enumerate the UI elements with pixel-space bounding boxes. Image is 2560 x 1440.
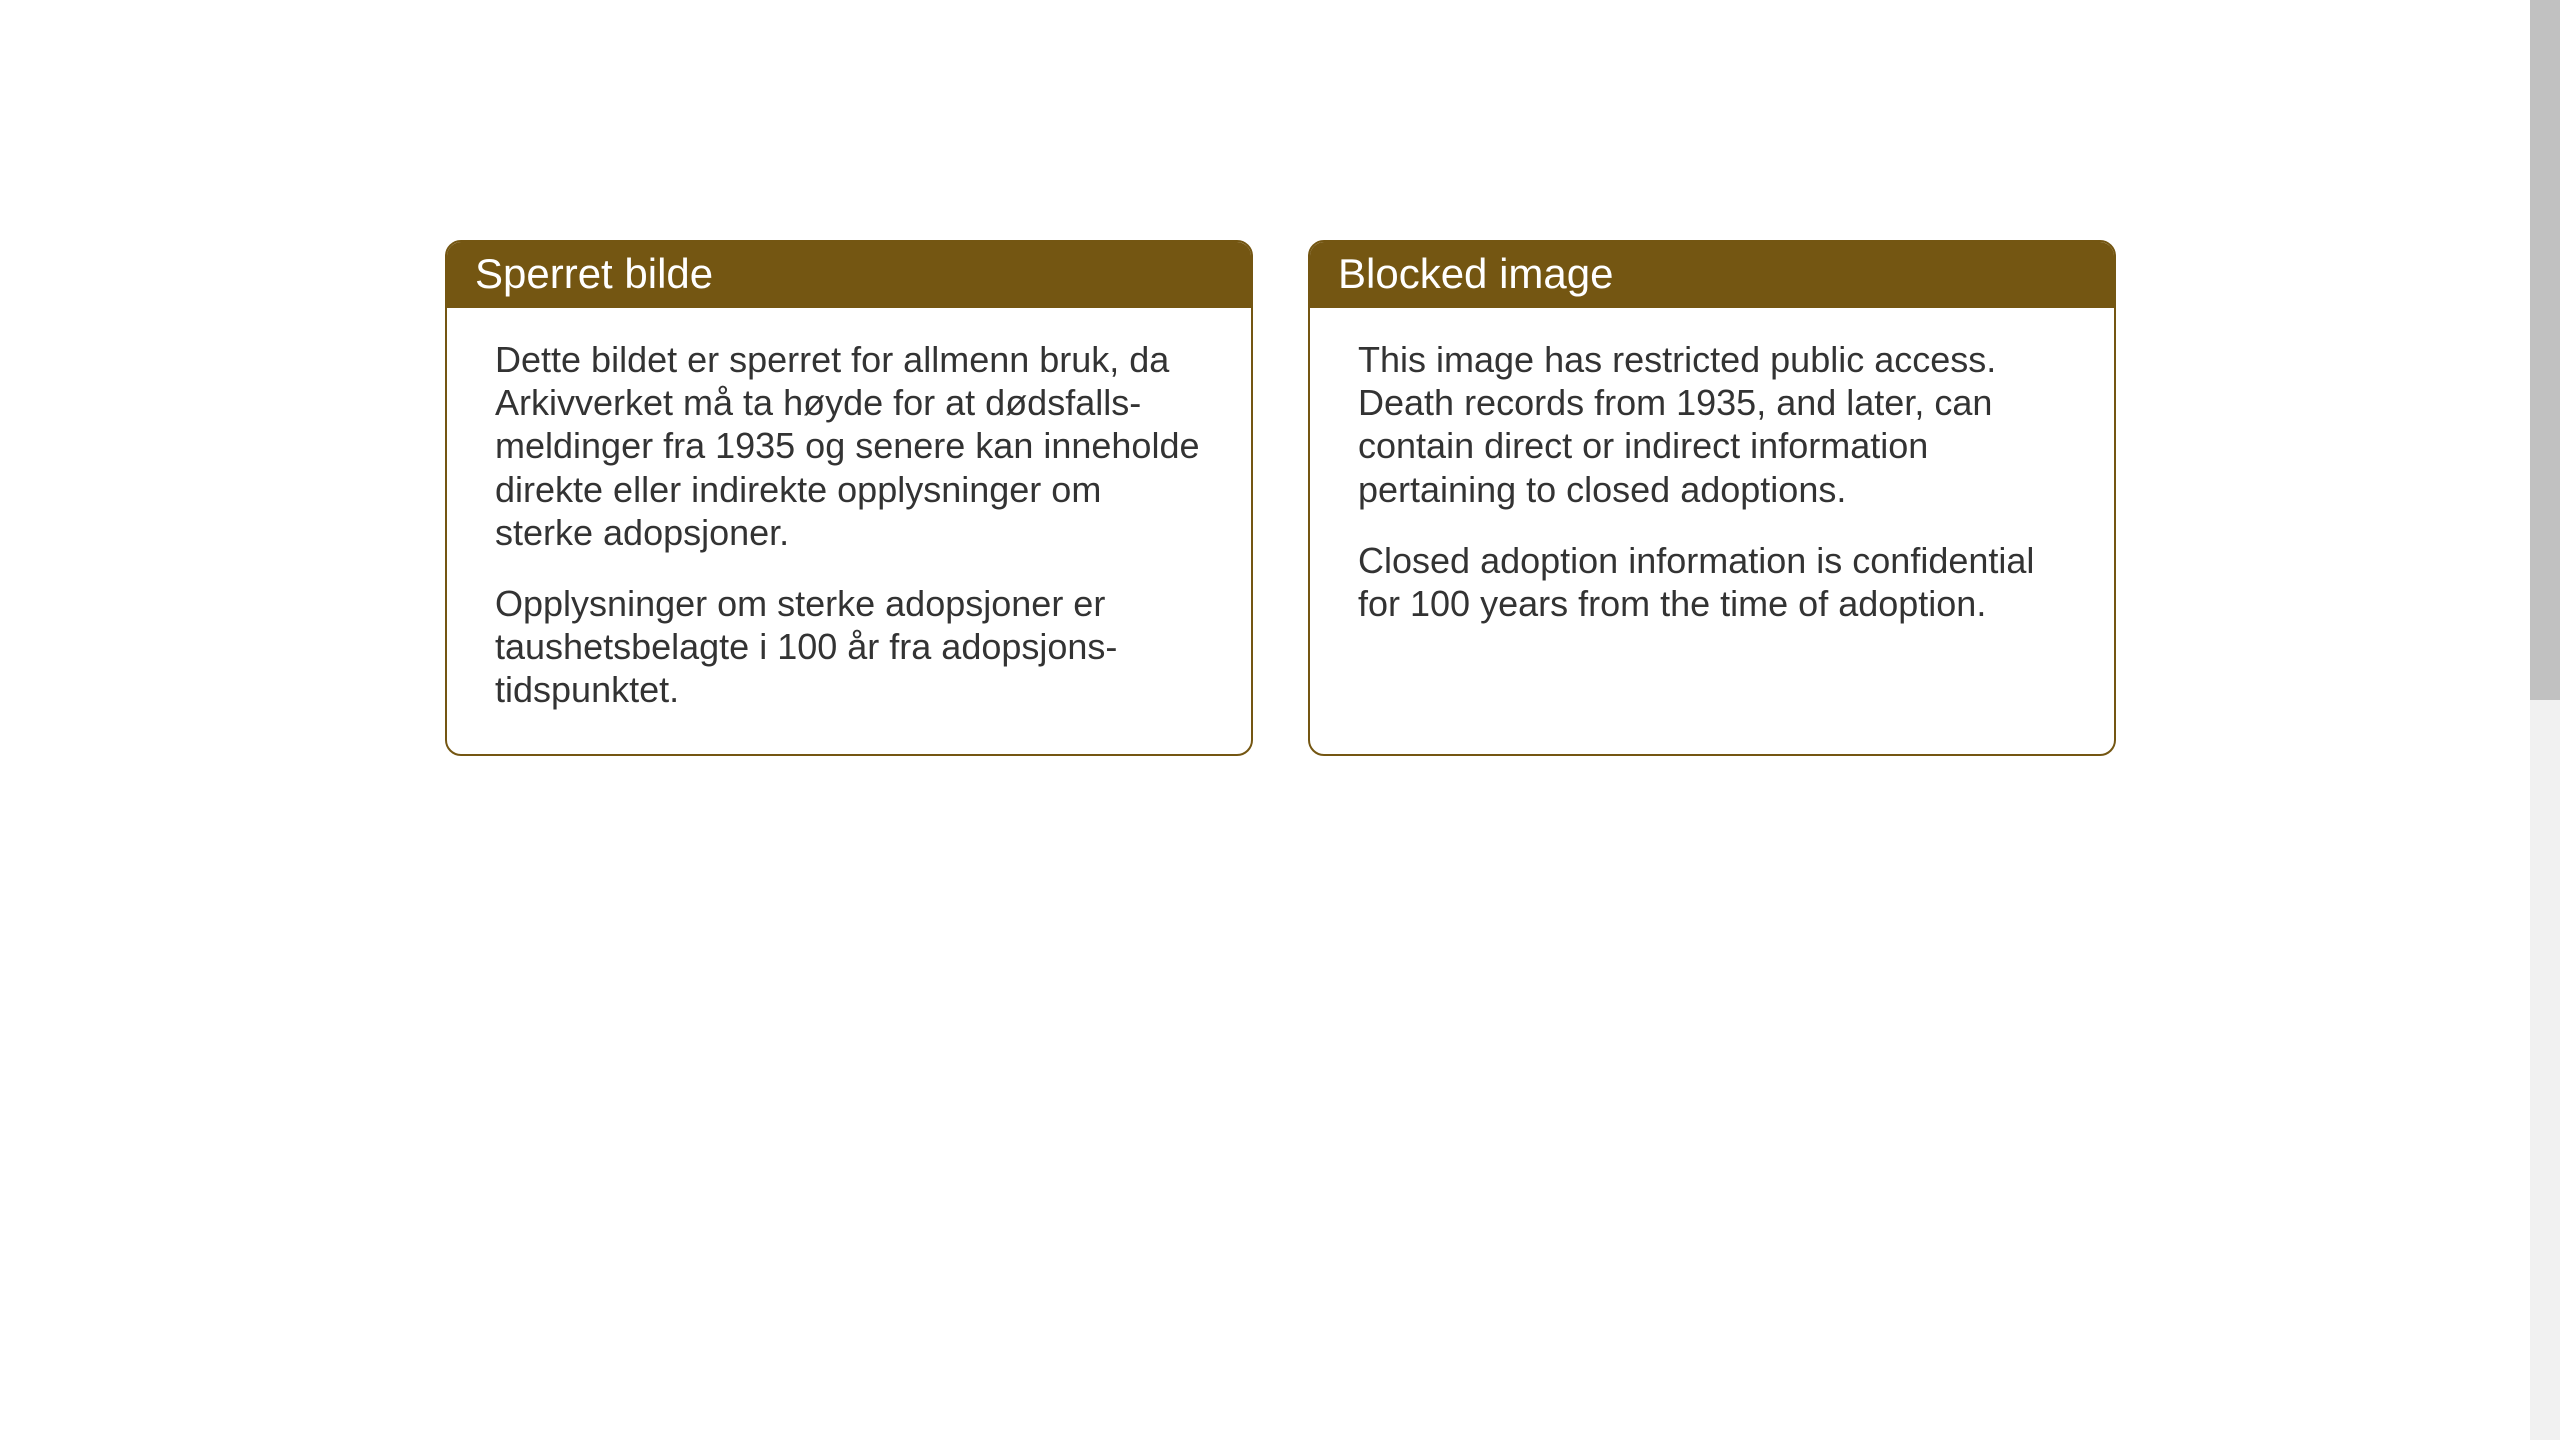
notice-body-english: This image has restricted public access.… <box>1310 308 2114 667</box>
notice-paragraph-1-english: This image has restricted public access.… <box>1358 338 2066 511</box>
notice-title-english: Blocked image <box>1338 250 1613 297</box>
notice-header-english: Blocked image <box>1310 242 2114 308</box>
notice-paragraph-2-english: Closed adoption information is confident… <box>1358 539 2066 625</box>
notice-title-norwegian: Sperret bilde <box>475 250 713 297</box>
notice-paragraph-1-norwegian: Dette bildet er sperret for allmenn bruk… <box>495 338 1203 554</box>
notice-body-norwegian: Dette bildet er sperret for allmenn bruk… <box>447 308 1251 754</box>
scrollbar-track[interactable] <box>2530 0 2560 1440</box>
notice-header-norwegian: Sperret bilde <box>447 242 1251 308</box>
notice-paragraph-2-norwegian: Opplysninger om sterke adopsjoner er tau… <box>495 582 1203 712</box>
scrollbar-thumb[interactable] <box>2530 0 2560 700</box>
notice-box-english: Blocked image This image has restricted … <box>1308 240 2116 756</box>
notice-container: Sperret bilde Dette bildet er sperret fo… <box>445 240 2116 756</box>
notice-box-norwegian: Sperret bilde Dette bildet er sperret fo… <box>445 240 1253 756</box>
